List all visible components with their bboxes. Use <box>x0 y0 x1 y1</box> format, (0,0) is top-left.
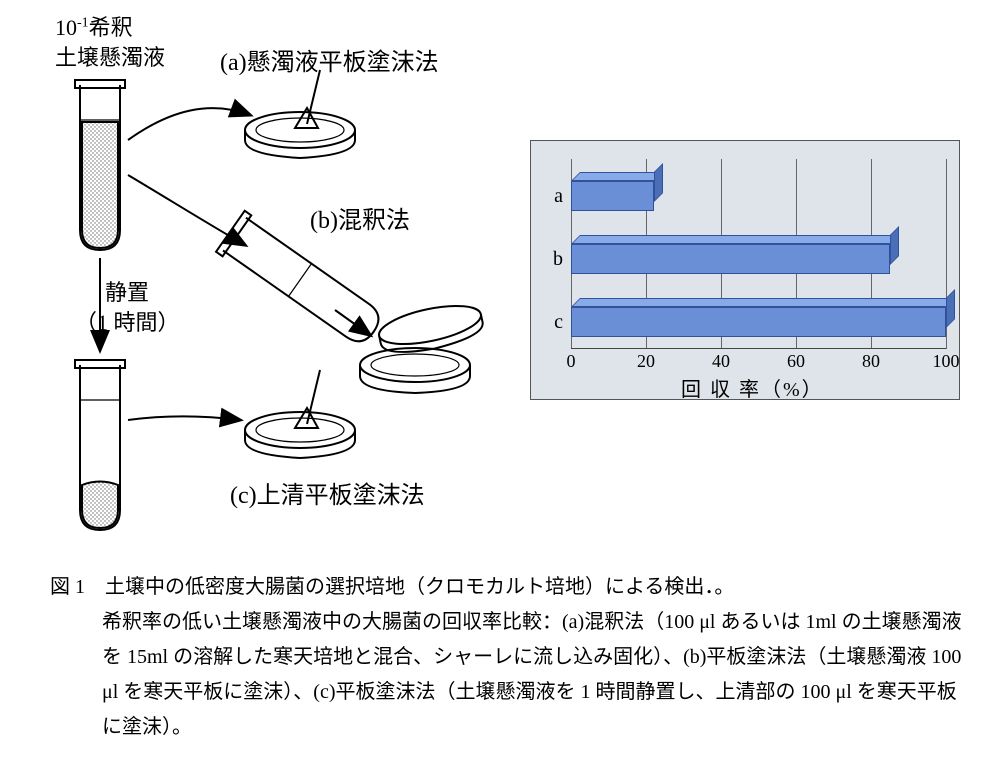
figure-caption: 図 1 土壌中の低密度大腸菌の選択培地（クロモカルト培地）による検出．。 希釈率… <box>50 570 970 745</box>
arrow-to-c-icon <box>128 416 240 420</box>
chart-bar <box>571 244 890 274</box>
chart-tick-label: 0 <box>556 351 586 372</box>
figure-title: 土壌中の低密度大腸菌の選択培地（クロモカルト培地）による検出．。 <box>105 576 734 598</box>
test-tube-top-icon <box>75 80 125 250</box>
chart-category-label: b <box>533 248 563 271</box>
chart-tick-label: 40 <box>706 351 736 372</box>
recovery-chart: 回 収 率（%） 0 20 40 60 80 100 a b c <box>530 140 960 400</box>
chart-tick-label: 60 <box>781 351 811 372</box>
chart-tick-label: 80 <box>856 351 886 372</box>
chart-category-label: a <box>533 185 563 208</box>
tilted-tube-b-icon <box>216 211 388 352</box>
test-tube-bottom-icon <box>75 360 125 530</box>
chart-bar <box>571 307 946 337</box>
flow-diagram <box>0 0 530 560</box>
figure-number: 図 1 <box>50 576 85 598</box>
chart-tick-label: 100 <box>931 351 961 372</box>
figure-body: 希釈率の低い土壌懸濁液中の大腸菌の回収率比較：(a)混釈法（100 μl あるい… <box>50 605 970 745</box>
arrow-b-to-dishes-icon <box>335 310 370 335</box>
petri-dishes-b-icon <box>360 299 486 393</box>
arrow-to-a-icon <box>128 108 250 140</box>
chart-bar <box>571 181 654 211</box>
petri-dish-a-icon <box>245 70 355 158</box>
chart-x-axis-label: 回 収 率（%） <box>681 373 824 402</box>
chart-category-label: c <box>533 311 563 334</box>
petri-dish-c-icon <box>245 370 355 458</box>
chart-tick-label: 20 <box>631 351 661 372</box>
